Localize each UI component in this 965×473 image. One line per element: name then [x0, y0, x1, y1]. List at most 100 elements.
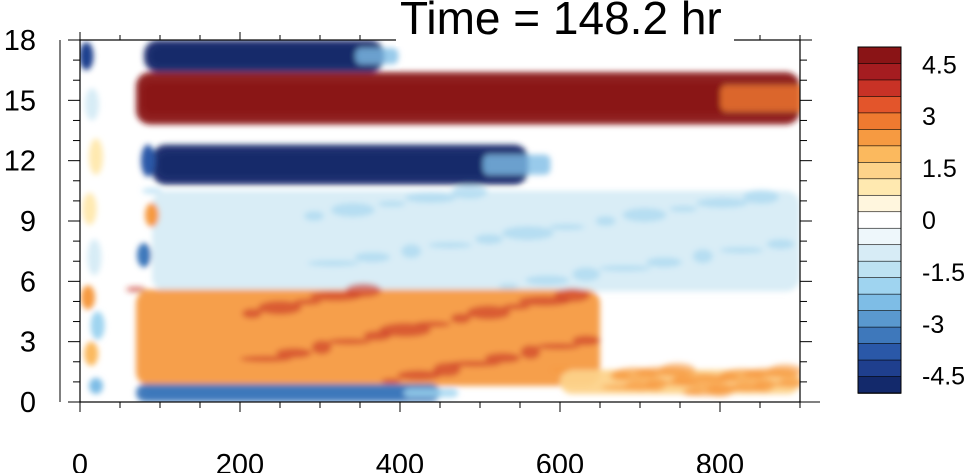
feature-texture-4-3	[536, 343, 581, 350]
feature-texture-4-11	[432, 362, 461, 377]
feature-texture-6-24	[601, 384, 654, 391]
feature-texture-3-13	[525, 275, 570, 286]
feature-texture-3-8	[622, 207, 667, 222]
feature-texture-4-0	[126, 286, 146, 293]
feature-tail-0	[355, 48, 399, 65]
colorbar-bin	[857, 227, 902, 246]
colorbar-label: -3	[922, 311, 944, 339]
feature-texture-3-14	[501, 226, 554, 241]
feature-texture-6-25	[610, 370, 630, 381]
feature-texture-3-9	[599, 265, 652, 272]
edge-streak-11	[137, 243, 151, 268]
feature-core-5	[142, 387, 410, 399]
y-tick-label: 3	[20, 327, 36, 359]
edge-streak-5	[81, 285, 95, 310]
feature-texture-3-1	[766, 239, 795, 250]
edge-streak-8	[89, 377, 103, 394]
feature-texture-4-22	[275, 348, 312, 359]
colorbar-bin	[857, 112, 902, 131]
feature-texture-3-4	[696, 197, 749, 208]
feature-texture-6-0	[550, 366, 570, 373]
feature-texture-3-25	[304, 210, 324, 221]
feature-texture-3-10	[595, 216, 616, 226]
colorbar-bin	[857, 376, 902, 394]
contour-field	[80, 40, 800, 402]
feature-texture-4-14	[379, 322, 432, 337]
feature-texture-3-2	[743, 189, 780, 204]
colorbar-bin	[857, 162, 902, 180]
feature-texture-3-22	[354, 252, 391, 263]
colorbar-bin	[857, 343, 902, 361]
feature-texture-4-21	[293, 298, 322, 305]
feature-texture-4-7	[484, 352, 521, 363]
y-tick-label: 12	[4, 146, 36, 178]
feature-texture-3-11	[572, 267, 601, 282]
feature-texture-6-15	[682, 389, 702, 396]
colorbar-label: 3	[922, 103, 936, 131]
colorbar-bin	[857, 79, 902, 98]
colorbar-bin	[857, 293, 902, 312]
feature-core-1	[142, 81, 727, 116]
edge-streak-3	[82, 192, 97, 226]
chart-title: Time = 148.2 hr	[396, 0, 734, 46]
edge-streak-4	[87, 239, 102, 276]
colorbar-bin	[857, 359, 902, 378]
edge-streak-9	[141, 144, 155, 177]
feature-texture-4-8	[466, 305, 511, 320]
feature-core-0	[150, 45, 362, 67]
y-tick-label: 15	[4, 85, 36, 117]
colorbar-label: -1.5	[922, 259, 965, 287]
x-tick-label: 0	[72, 449, 88, 473]
feature-texture-3-6	[669, 205, 698, 212]
feature-texture-3-12	[548, 224, 585, 231]
x-tick-label: 200	[216, 449, 264, 473]
colorbar-bin	[857, 129, 902, 147]
colorbar-bin	[857, 63, 902, 81]
feature-texture-4-4	[518, 295, 571, 306]
x-tick-label: 400	[376, 449, 424, 473]
field-layers	[80, 40, 800, 402]
feature-texture-4-9	[448, 360, 501, 367]
colorbar-bin	[857, 178, 902, 197]
x-tick-label: 800	[696, 449, 744, 473]
colorbar-label: 0	[922, 207, 936, 235]
feature-core-2	[158, 151, 489, 178]
feature-texture-4-10	[450, 313, 471, 324]
feature-texture-4-16	[363, 330, 392, 341]
colorbar-bin	[857, 260, 902, 279]
feature-texture-3-18	[428, 242, 473, 249]
colorbar-bin	[857, 211, 902, 230]
feature-texture-3-5	[692, 249, 713, 264]
feature-texture-3-3	[719, 247, 764, 254]
colorbar-bin	[857, 326, 902, 345]
feature-texture-3-0	[142, 187, 162, 194]
y-axis: 0 3 6 9 12 15 18	[4, 25, 812, 419]
colorbar-bin	[857, 194, 902, 213]
feature-texture-3-19	[404, 192, 457, 203]
colorbar-frame	[857, 46, 902, 394]
feature-texture-3-17	[451, 184, 488, 199]
feature-texture-4-1	[572, 335, 601, 346]
feature-texture-3-7	[645, 257, 682, 268]
feature-texture-4-25	[242, 308, 262, 319]
colorbar-bin	[857, 277, 902, 295]
y-tick-label: 0	[20, 387, 36, 419]
x-tick-label: 600	[536, 449, 584, 473]
edge-streak-0	[80, 42, 94, 71]
feature-tail-1	[720, 85, 800, 112]
feature-texture-4-18	[327, 338, 372, 345]
colorbar-bin	[857, 310, 902, 328]
feature-texture-4-15	[381, 378, 402, 385]
colorbar-label: 1.5	[922, 155, 957, 183]
y-tick-label: 9	[20, 206, 36, 238]
feature-texture-3-16	[474, 234, 503, 245]
feature-texture-4-6	[502, 303, 531, 310]
y-tick-label: 18	[4, 25, 36, 57]
feature-texture-3-23	[330, 202, 375, 217]
feature-texture-3-15	[498, 283, 519, 290]
feature-texture-4-20	[311, 340, 332, 355]
colorbar-bin	[857, 145, 902, 164]
edge-streak-10	[145, 202, 159, 228]
edge-streak-7	[84, 341, 99, 366]
